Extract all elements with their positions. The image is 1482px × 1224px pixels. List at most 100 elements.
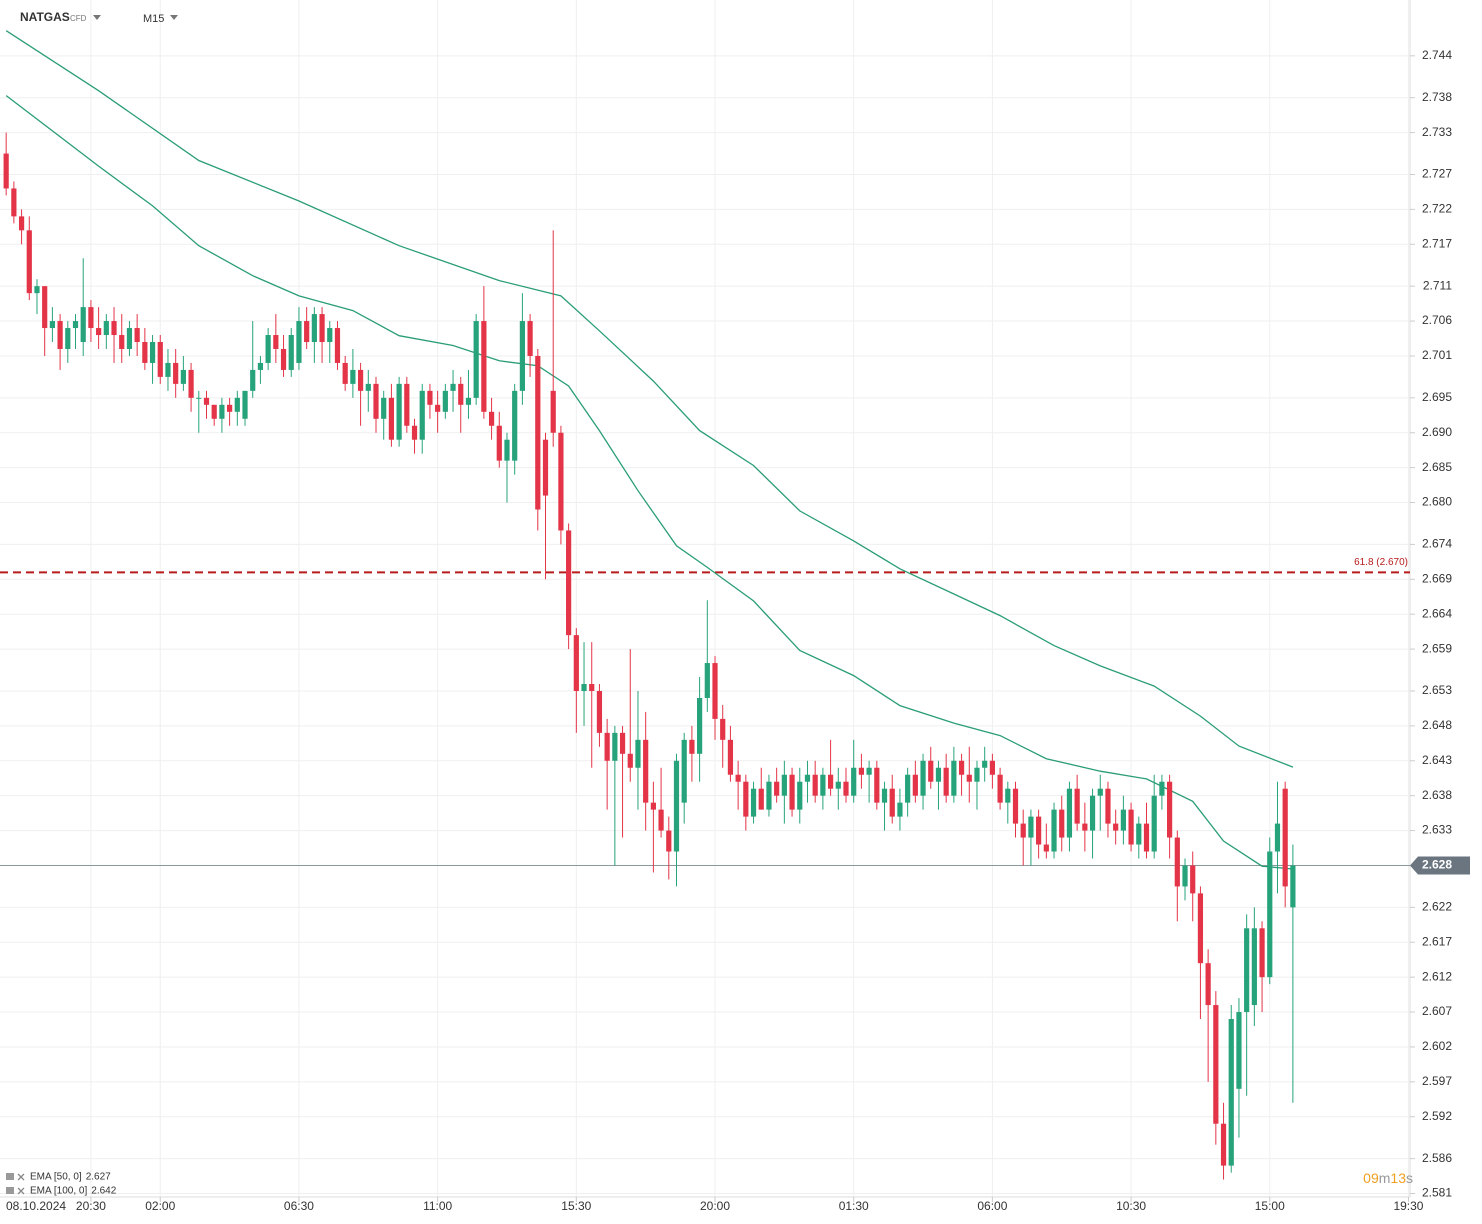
candle-body (997, 774, 1003, 803)
y-tick-label: 2.744 (1422, 48, 1452, 62)
symbol-dropdown[interactable] (93, 15, 101, 20)
y-tick-label: 2.722 (1422, 202, 1452, 216)
candle-body (635, 739, 641, 768)
candle-body (758, 788, 764, 810)
y-tick-label: 2.602 (1422, 1039, 1452, 1053)
y-tick-label: 2.727 (1422, 167, 1452, 181)
candle-body (365, 383, 371, 391)
candle-body (227, 404, 233, 412)
candle-body (1113, 823, 1119, 831)
candle-body (735, 774, 741, 782)
candle-body (57, 321, 63, 349)
y-tick-label: 2.638 (1422, 788, 1452, 802)
y-tick-label: 2.653 (1422, 683, 1452, 697)
countdown-part: s (1406, 1170, 1413, 1186)
candle-body (65, 328, 71, 349)
candle-body (80, 307, 86, 342)
candle-body (643, 739, 649, 803)
candle-body (427, 390, 433, 405)
candle-body (697, 697, 703, 754)
y-tick-label: 2.738 (1422, 90, 1452, 104)
candle-body (781, 774, 787, 796)
candle-body (935, 767, 942, 782)
candle-body (881, 788, 888, 803)
candle-body (1290, 865, 1296, 908)
candle-body (142, 342, 148, 363)
candle-body (1190, 865, 1196, 894)
candle-body (196, 397, 202, 399)
candle-body (126, 328, 133, 349)
candle-body (396, 383, 402, 440)
candle-body (558, 432, 564, 531)
candle-body (920, 760, 926, 796)
candle-body (180, 369, 186, 384)
candle-body (442, 390, 448, 412)
candle-body (928, 760, 934, 782)
candle-body (350, 369, 356, 384)
candle-body (1036, 816, 1042, 845)
candle-body (982, 760, 988, 768)
candle-body (3, 153, 9, 189)
legend-value: 2.642 (91, 1186, 116, 1197)
candle-body (149, 342, 156, 363)
candle-body (1205, 963, 1211, 1006)
x-tick-label: 06:00 (977, 1199, 1007, 1213)
candle-body (1066, 788, 1073, 838)
candle-body (165, 362, 171, 377)
candle-body (257, 362, 264, 370)
candle-body (11, 188, 17, 217)
candle-body (1012, 788, 1019, 824)
y-tick-label: 2.680 (1422, 495, 1452, 509)
timeframe[interactable]: M15 (143, 13, 164, 25)
candle-body (596, 690, 603, 733)
candle-body (774, 781, 780, 796)
candle-body (843, 781, 849, 796)
candle-body (273, 335, 279, 349)
candle-body (573, 635, 579, 691)
candle-body (612, 732, 618, 761)
candle-body (173, 362, 179, 384)
candle-body (342, 362, 348, 384)
candle-body (1167, 781, 1173, 838)
candle-body (1151, 795, 1157, 852)
candle-body (658, 809, 664, 831)
candle-body (797, 781, 803, 810)
timeframe-dropdown[interactable] (170, 15, 178, 20)
candle-body (519, 321, 525, 391)
candle-body (296, 321, 302, 363)
candle-body (435, 404, 441, 412)
y-tick-label: 2.617 (1422, 934, 1452, 948)
price-tag-label: 2.628 (1422, 858, 1452, 872)
candle-body (989, 760, 995, 775)
candle-body (473, 321, 479, 398)
candle-body (827, 774, 834, 789)
candle-body (26, 230, 32, 294)
candle-body (319, 314, 325, 342)
x-tick-label: 02:00 (145, 1199, 175, 1213)
fib-label: 61.8 (2.670) (1354, 557, 1408, 568)
candle-body (866, 767, 872, 775)
candle-body (604, 732, 610, 761)
y-tick-label: 2.690 (1422, 425, 1452, 439)
legend-close[interactable] (17, 1173, 25, 1181)
candle-body (512, 390, 518, 461)
candle-body (111, 321, 117, 336)
y-tick-label: 2.706 (1422, 313, 1452, 327)
candle-body (1267, 851, 1273, 978)
candle-body (1197, 893, 1204, 964)
candle-body (812, 774, 818, 796)
candle-body (874, 767, 880, 803)
candle-body (1136, 823, 1142, 845)
legend-value: 2.627 (86, 1172, 111, 1183)
candle-body (966, 774, 972, 782)
candle-body (265, 335, 271, 363)
candle-body (1182, 865, 1188, 887)
candle-body (388, 397, 395, 440)
legend-close[interactable] (17, 1187, 25, 1195)
candle-body (1174, 837, 1180, 887)
symbol[interactable]: NATGAS (20, 10, 70, 24)
candle-body (458, 383, 464, 405)
candle-body (820, 774, 826, 796)
countdown-part: 13 (1390, 1170, 1406, 1186)
candle-body (1143, 823, 1150, 852)
